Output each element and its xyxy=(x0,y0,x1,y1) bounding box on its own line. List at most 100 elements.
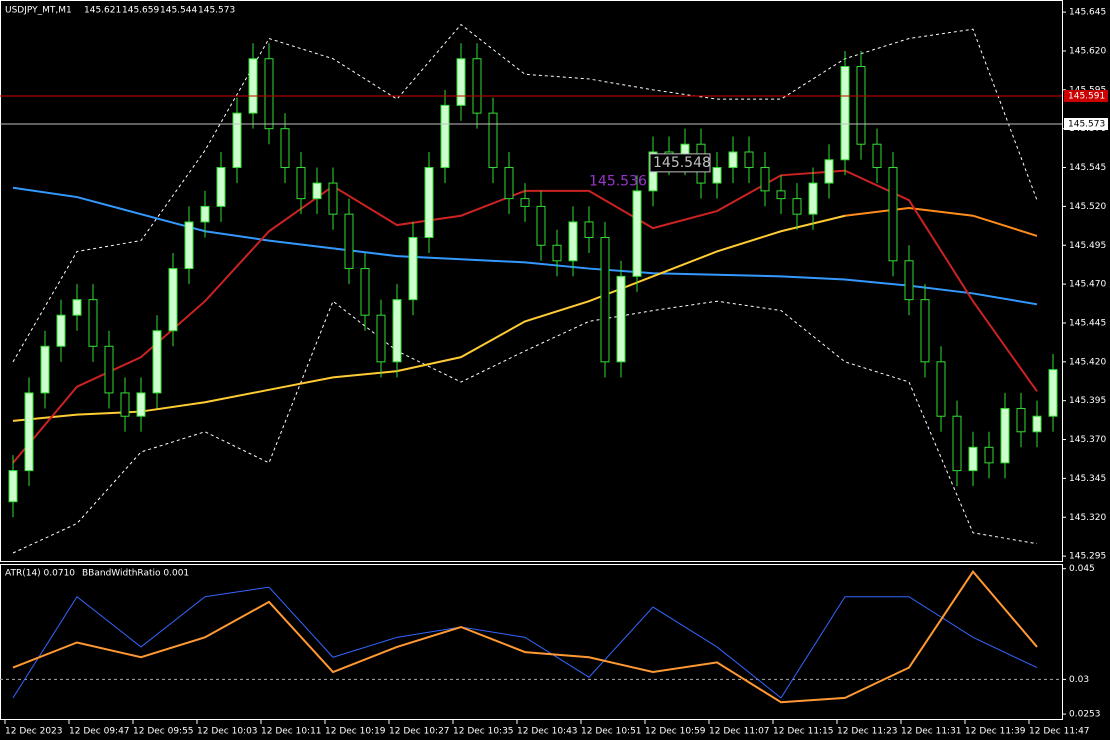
x-tick-label: 12 Dec 10:59 xyxy=(645,727,706,737)
y-tick-label: 145.495 xyxy=(1069,241,1106,251)
candle-body xyxy=(264,58,274,130)
x-tick-label: 12 Dec 11:07 xyxy=(709,727,770,737)
x-tick-label: 12 Dec 10:27 xyxy=(389,727,450,737)
candle-body xyxy=(328,182,338,215)
y-tick-label: 0.0253 xyxy=(1069,710,1101,720)
candle-body xyxy=(296,167,306,200)
candle-body xyxy=(440,104,450,169)
sub-frame xyxy=(0,564,1063,720)
candle-body xyxy=(344,213,354,270)
candle-body xyxy=(456,58,466,106)
candle-body xyxy=(568,221,578,262)
ohlc-value: 145.659 xyxy=(122,6,159,16)
candle-body xyxy=(520,198,530,207)
ohlc-value: 145.621 xyxy=(84,6,121,16)
x-tick-label: 12 Dec 11:31 xyxy=(901,727,962,737)
candle-body xyxy=(312,182,322,200)
candle-body xyxy=(248,58,258,114)
annotation: 145.548 xyxy=(653,155,711,171)
candle-body xyxy=(952,415,962,472)
y-tick-label: 145.620 xyxy=(1069,46,1106,56)
candle-body xyxy=(760,167,770,192)
candle-body xyxy=(232,112,242,169)
price-tag-label: 145.591 xyxy=(1068,92,1105,102)
candle-body xyxy=(808,182,818,215)
candle-body xyxy=(120,392,130,417)
candle-body xyxy=(168,268,178,332)
y-tick-label: 145.295 xyxy=(1069,552,1106,562)
ohlc-value: 145.544 xyxy=(160,6,197,16)
candle-body xyxy=(792,198,802,215)
indicator-line xyxy=(12,586,1038,699)
candle-body xyxy=(200,205,210,223)
candle-body xyxy=(888,167,898,262)
candle-body xyxy=(424,167,434,238)
candle-body xyxy=(1000,407,1010,464)
candle-body xyxy=(488,112,498,169)
x-tick-label: 12 Dec 10:11 xyxy=(261,727,322,737)
candle-body xyxy=(392,299,402,363)
x-tick-label: 12 Dec 10:03 xyxy=(197,727,258,737)
candle-body xyxy=(360,268,370,316)
candle-body xyxy=(616,275,626,363)
candle-body xyxy=(776,190,786,200)
x-tick-label: 12 Dec 11:39 xyxy=(965,727,1026,737)
candle-body xyxy=(632,190,642,277)
y-tick-label: 145.645 xyxy=(1069,8,1106,18)
candle-body xyxy=(104,345,114,394)
candle-body xyxy=(840,66,850,161)
candle-body xyxy=(1016,407,1026,433)
price-tag xyxy=(1064,118,1108,131)
indicator-line xyxy=(12,300,1038,554)
ohlc-value: 145.573 xyxy=(198,6,235,16)
x-tick-label: 12 Dec 10:35 xyxy=(453,727,514,737)
indicator-title: ATR(14) 0.0710 xyxy=(5,569,75,579)
candle-body xyxy=(56,314,66,347)
candle-body xyxy=(88,299,98,347)
x-tick-label: 12 Dec 09:47 xyxy=(69,727,130,737)
candle-body xyxy=(152,330,162,394)
indicator-line xyxy=(844,206,1038,237)
candle-body xyxy=(968,446,978,472)
candle-body xyxy=(408,236,418,301)
candle-body xyxy=(8,470,18,503)
candle-body xyxy=(744,151,754,169)
x-tick-label: 12 Dec 11:47 xyxy=(1029,727,1090,737)
candle-body xyxy=(552,244,562,262)
x-tick-label: 12 Dec 11:23 xyxy=(837,727,898,737)
candle-body xyxy=(24,392,34,472)
candle-body xyxy=(280,128,290,169)
indicator-line xyxy=(12,214,846,422)
indicator-line xyxy=(12,186,1038,306)
symbol: USDJPY_MT,M1 xyxy=(5,6,72,16)
y-tick-label: 0.045 xyxy=(1069,564,1095,574)
x-tick-label: 12 Dec 10:51 xyxy=(581,727,642,737)
x-tick-label: 12 Dec 2023 xyxy=(5,727,63,737)
y-tick-label: 0.03 xyxy=(1069,675,1089,685)
candle-body xyxy=(40,345,50,394)
y-tick-label: 145.345 xyxy=(1069,474,1106,484)
main-frame xyxy=(0,0,1063,562)
candle-body xyxy=(472,58,482,114)
candle-body xyxy=(856,66,866,145)
y-tick-label: 145.420 xyxy=(1069,357,1106,367)
y-tick-label: 145.470 xyxy=(1069,280,1106,290)
candle-body xyxy=(216,167,226,207)
x-tick-label: 12 Dec 10:43 xyxy=(517,727,578,737)
candle-body xyxy=(920,299,930,363)
candle-body xyxy=(584,221,594,238)
candle-body xyxy=(504,167,514,200)
x-tick-label: 12 Dec 10:19 xyxy=(325,727,386,737)
y-tick-label: 145.545 xyxy=(1069,163,1106,173)
candle-body xyxy=(72,299,82,316)
indicator-line xyxy=(12,23,1038,363)
y-tick-label: 145.320 xyxy=(1069,513,1106,523)
price-tag xyxy=(1064,90,1108,103)
candle-body xyxy=(600,236,610,363)
candle-body xyxy=(904,260,914,301)
candle-body xyxy=(136,392,146,417)
indicator-line xyxy=(12,569,1038,704)
x-tick-label: 12 Dec 11:15 xyxy=(773,727,834,737)
